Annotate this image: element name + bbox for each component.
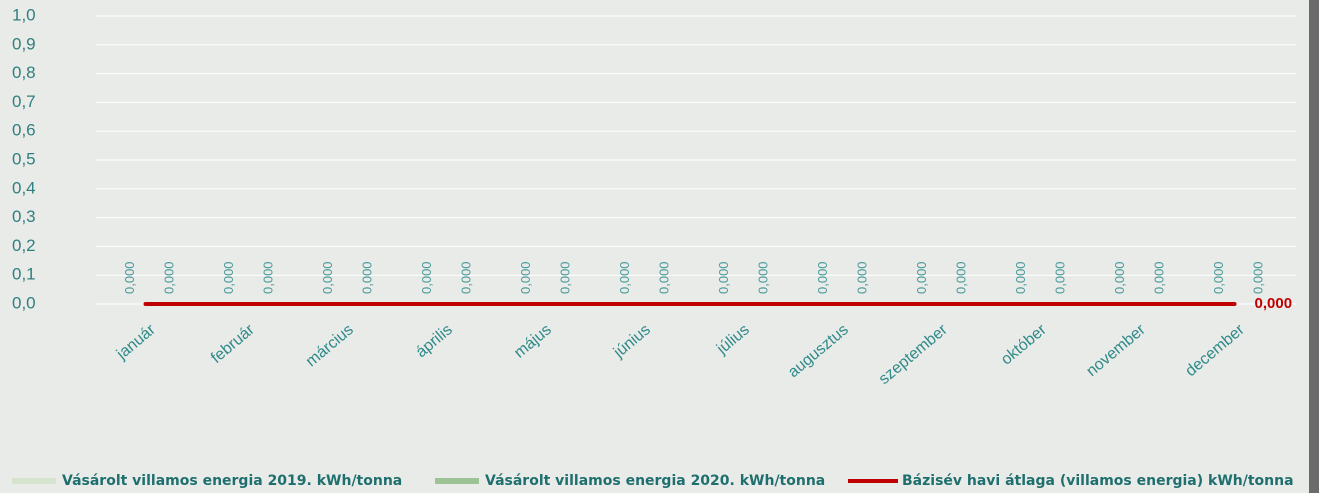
- value-label: 0,000: [855, 261, 870, 294]
- value-label: 0,000: [1013, 261, 1028, 294]
- legend-swatch: [12, 478, 56, 484]
- value-label: 0,000: [122, 261, 137, 294]
- value-label: 0,000: [419, 261, 434, 294]
- y-tick-label: 0,6: [12, 121, 36, 140]
- y-tick-label: 0,9: [12, 34, 36, 53]
- value-label: 0,000: [1053, 261, 1068, 294]
- value-label: 0,000: [716, 261, 731, 294]
- value-label: 0,000: [261, 261, 276, 294]
- value-label: 0,000: [221, 261, 236, 294]
- value-label: 0,000: [914, 261, 929, 294]
- value-label: 0,000: [756, 261, 771, 294]
- value-label: 0,000: [518, 261, 533, 294]
- legend-label: Vásárolt villamos energia 2020. kWh/tonn…: [485, 473, 825, 489]
- y-tick-label: 0,5: [12, 149, 36, 168]
- value-label: 0,000: [1211, 261, 1226, 294]
- legend-label: Bázisév havi átlaga (villamos energia) k…: [902, 473, 1294, 489]
- y-tick-label: 0,8: [12, 63, 36, 82]
- value-label: 0,000: [1112, 261, 1127, 294]
- y-tick-label: 0,4: [12, 178, 36, 197]
- value-label: 0,000: [954, 261, 969, 294]
- value-label: 0,000: [1251, 261, 1266, 294]
- y-tick-label: 0,1: [12, 265, 36, 284]
- value-label: 0,000: [459, 261, 474, 294]
- y-tick-label: 0,7: [12, 92, 36, 111]
- value-label: 0,000: [320, 261, 335, 294]
- value-label: 0,000: [360, 261, 375, 294]
- y-tick-label: 0,3: [12, 207, 36, 226]
- value-label: 0,000: [558, 261, 573, 294]
- y-tick-label: 1,0: [12, 5, 36, 24]
- value-label: 0,000: [617, 261, 632, 294]
- edge-bar: [1309, 0, 1319, 493]
- y-tick-label: 0,0: [12, 293, 36, 312]
- y-tick-label: 0,2: [12, 236, 36, 255]
- value-label: 0,000: [1255, 295, 1293, 312]
- value-label: 0,000: [815, 261, 830, 294]
- legend-swatch: [435, 478, 479, 484]
- value-label: 0,000: [1152, 261, 1167, 294]
- legend-label: Vásárolt villamos energia 2019. kWh/tonn…: [62, 473, 402, 489]
- value-label: 0,000: [162, 261, 177, 294]
- value-label: 0,000: [657, 261, 672, 294]
